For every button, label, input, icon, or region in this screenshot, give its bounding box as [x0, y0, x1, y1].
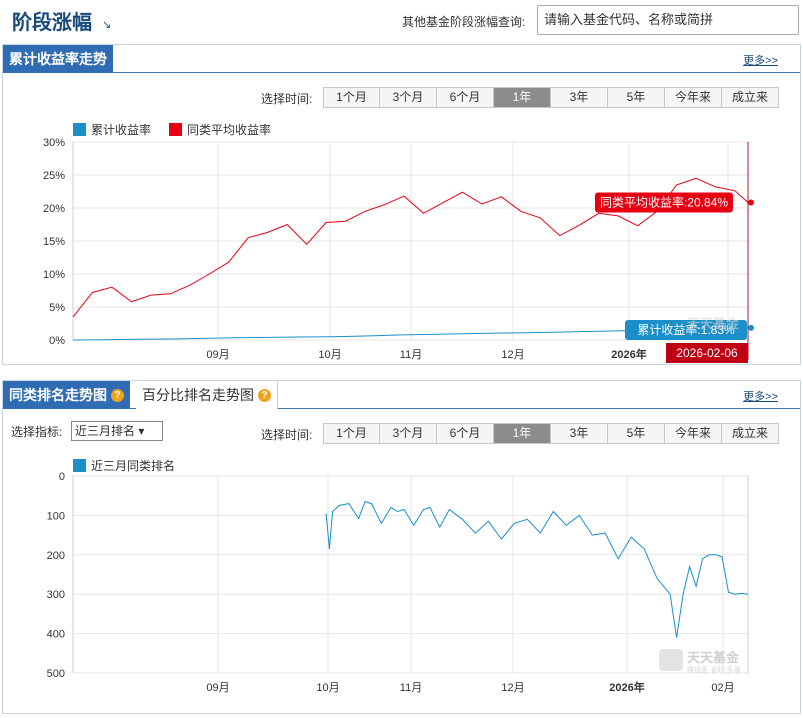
legend-label: 同类平均收益率 [187, 123, 272, 137]
page-header: 阶段涨幅 ↘ 其他基金阶段涨幅查询: 请输入基金代码、名称或简拼 [0, 0, 803, 44]
x-tick-label: 10月 [318, 349, 341, 361]
legend-swatch-blue [73, 123, 86, 136]
cumulative-return-panel: 累计收益率走势 更多>> 选择时间: 1个月 3个月 6个月 1年 3年 5年 今年来 成立来… [2, 44, 801, 365]
y-tick-label: 500 [47, 668, 65, 680]
fund-query-label: 其他基金阶段涨幅查询: [402, 15, 526, 29]
series-line-1 [72, 177, 749, 318]
range-button[interactable]: 今年来 [665, 423, 722, 444]
indicator-select-value: 近三月排名 [75, 424, 136, 438]
legend-swatch-blue [73, 459, 86, 472]
tooltip-blue-box [625, 320, 747, 340]
y-tick-label: 300 [47, 589, 65, 601]
series-end-point [748, 324, 754, 331]
tab-percentile-rank[interactable]: 百分比排名走势图 ? [136, 381, 278, 409]
tooltip-date-text: 2026-02-06 [676, 346, 738, 360]
tab-peer-rank-label: 同类排名走势图 [9, 387, 107, 403]
tooltip-red-text: 同类平均收益率:20.84% [600, 194, 728, 209]
more-link[interactable]: 更多>> [743, 55, 778, 67]
legend-label: 累计收益率 [91, 123, 152, 137]
y-tick-label: 200 [47, 550, 65, 562]
range-button[interactable]: 6个月 [437, 423, 494, 444]
watermark-text: 天天基金 [687, 650, 740, 665]
y-tick-label: 25% [43, 170, 65, 182]
tab-peer-rank[interactable]: 同类排名走势图 ? [3, 381, 130, 409]
more-link[interactable]: 更多>> [743, 391, 778, 403]
x-tick-label: 2026年 [611, 347, 646, 361]
expand-arrow-icon[interactable]: ↘ [102, 19, 112, 31]
range-button[interactable]: 6个月 [437, 87, 494, 108]
range-button[interactable]: 1个月 [323, 87, 380, 108]
page-title: 阶段涨幅 [12, 12, 92, 34]
tooltip-red-box [595, 192, 733, 213]
x-tick-label: 09月 [206, 682, 229, 694]
range-button[interactable]: 3个月 [380, 87, 437, 108]
fund-search-input[interactable]: 请输入基金代码、名称或简拼 [537, 5, 799, 35]
range-button[interactable]: 成立来 [722, 87, 779, 108]
range-button[interactable]: 1年 [494, 87, 551, 108]
indicator-label: 选择指标: [11, 425, 63, 439]
tooltip-blue-text: 累计收益率:1.83% [637, 322, 735, 337]
range-button[interactable]: 5年 [608, 423, 665, 444]
tooltip-date-box [666, 343, 748, 363]
time-range-label: 选择时间: [261, 92, 313, 106]
range-button[interactable]: 5年 [608, 87, 665, 108]
y-tick-label: 400 [47, 629, 65, 641]
x-tick-label: 2026年 [609, 680, 644, 694]
cumulative-return-chart[interactable]: 0%5%10%15%20%25%30%09月10月11月12月2026年02月同… [3, 45, 800, 366]
legend-item-peer-average[interactable]: 同类平均收益率 [169, 121, 271, 138]
tab-percentile-label: 百分比排名走势图 [142, 387, 254, 403]
watermark-text: 天天基金 [687, 316, 740, 331]
y-tick-label: 30% [43, 137, 65, 149]
peer-rank-chart[interactable]: 0 100 200 300 400 500 09月 10月 11月 12月 2026年 02月 天天基金… [3, 381, 800, 715]
y-tick-label: 0 [59, 471, 65, 483]
tab-cumulative-return[interactable]: 累计收益率走势 [3, 45, 113, 73]
time-range-buttons: 1个月 3个月 6个月 1年 3年 5年 今年来 成立来 [323, 423, 779, 444]
y-tick-label: 0% [49, 335, 65, 347]
x-tick-label: 02月 [711, 682, 734, 694]
chevron-down-icon: ▾ [138, 424, 145, 438]
range-button[interactable]: 成立来 [722, 423, 779, 444]
help-icon[interactable]: ? [111, 388, 124, 402]
peer-rank-panel: 同类排名走势图 ? 百分比排名走势图 ? 更多>> 选择指标: 近三月排名 ▾ … [2, 380, 801, 714]
y-tick-label: 10% [43, 269, 65, 281]
series-line-0 [325, 500, 749, 638]
legend-label: 近三月同类排名 [91, 459, 176, 473]
range-button[interactable]: 3年 [551, 87, 608, 108]
range-button[interactable]: 3年 [551, 423, 608, 444]
time-range-buttons: 1个月 3个月 6个月 1年 3年 5年 今年来 成立来 [323, 87, 779, 108]
y-tick-label: 15% [43, 236, 65, 248]
watermark-subtext: 赚钱更·省时·多赚 [687, 665, 741, 674]
rank-tabbar: 同类排名走势图 ? 百分比排名走势图 ? 更多>> [3, 381, 800, 409]
range-button[interactable]: 1年 [494, 423, 551, 444]
time-range-label: 选择时间: [261, 428, 313, 442]
series-end-point [748, 199, 754, 206]
cumulative-tabbar: 累计收益率走势 更多>> [3, 45, 800, 73]
y-tick-label: 5% [49, 302, 65, 314]
range-button[interactable]: 今年来 [665, 87, 722, 108]
indicator-select[interactable]: 近三月排名 ▾ [71, 421, 163, 441]
time-range-bar: 选择时间: 1个月 3个月 6个月 1年 3年 5年 今年来 成立来 [3, 87, 800, 109]
help-icon[interactable]: ? [258, 388, 271, 402]
legend-item-cumulative[interactable]: 累计收益率 [73, 121, 151, 138]
x-tick-label: 12月 [501, 682, 524, 694]
y-tick-label: 100 [47, 510, 65, 522]
x-tick-label: 12月 [501, 349, 524, 361]
time-range-bar: 选择时间: 1个月 3个月 6个月 1年 3年 5年 今年来 成立来 [3, 423, 800, 445]
range-button[interactable]: 3个月 [380, 423, 437, 444]
x-tick-label: 11月 [400, 682, 422, 694]
y-tick-label: 20% [43, 203, 65, 215]
watermark-logo-icon [659, 649, 683, 671]
x-tick-label: 11月 [400, 349, 422, 361]
legend-item-rank[interactable]: 近三月同类排名 [73, 457, 175, 474]
x-tick-label: 09月 [206, 349, 229, 361]
indicator-selector: 选择指标: 近三月排名 ▾ [11, 421, 163, 441]
range-button[interactable]: 1个月 [323, 423, 380, 444]
legend-swatch-red [169, 123, 182, 136]
x-tick-label: 10月 [316, 682, 339, 694]
